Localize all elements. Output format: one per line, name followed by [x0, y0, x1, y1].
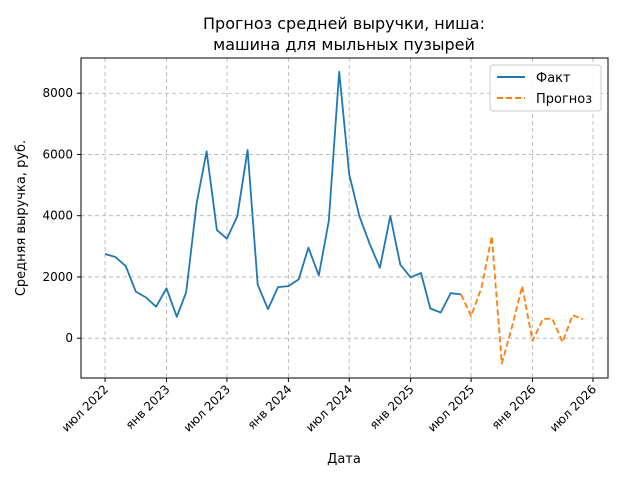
x-tick-label: июл 2025: [425, 382, 477, 434]
plot-frame: [80, 57, 609, 379]
y-tick-label: 4000: [42, 209, 73, 223]
x-tick-label: янв 2023: [123, 382, 173, 432]
chart-title-line-1: Прогноз средней выручки, ниша:: [203, 14, 485, 33]
forecast-series-line: [460, 235, 584, 365]
x-tick-label: июл 2026: [547, 382, 599, 434]
series-lines: [104, 70, 584, 365]
x-tick-label: июл 2023: [181, 382, 233, 434]
legend: Факт Прогноз: [489, 64, 602, 112]
y-tick-label: 6000: [42, 147, 73, 161]
x-tick-label: янв 2026: [489, 382, 539, 432]
y-axis-ticks: 0 2000 4000 6000 8000: [42, 86, 81, 345]
x-tick-label: янв 2025: [367, 382, 417, 432]
y-axis-label: Средняя выручка, руб.: [14, 140, 29, 296]
legend-label-fact: Факт: [536, 71, 571, 86]
legend-label-forecast: Прогноз: [536, 92, 592, 107]
y-tick-label: 8000: [42, 86, 73, 100]
x-axis-label: Дата: [327, 452, 361, 467]
y-tick-label: 2000: [42, 270, 73, 284]
fact-series-line: [104, 70, 462, 318]
x-axis-ticks: июл 2022 янв 2023 июл 2023 янв 2024 июл 2024…: [59, 378, 599, 435]
x-tick-label: июл 2022: [59, 382, 111, 434]
x-tick-label: июл 2024: [303, 382, 355, 434]
y-tick-label: 0: [65, 331, 73, 345]
chart-title-line-2: машина для мыльных пузырей: [213, 35, 475, 54]
x-tick-label: янв 2024: [245, 382, 295, 432]
grid: [81, 58, 608, 378]
